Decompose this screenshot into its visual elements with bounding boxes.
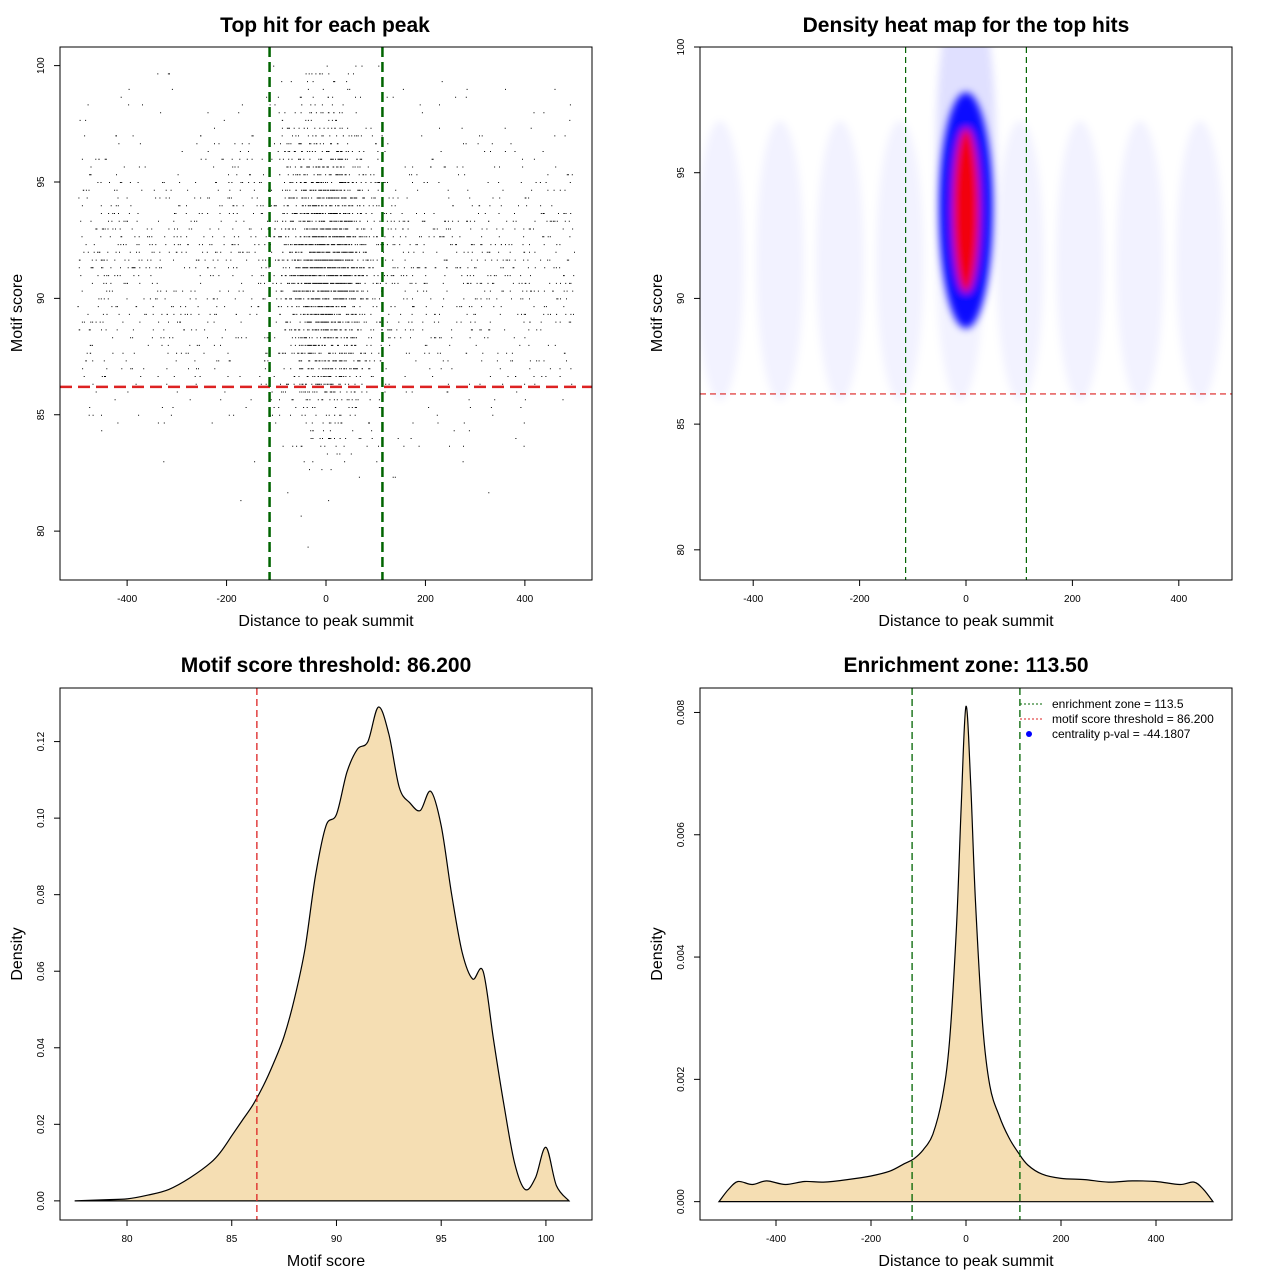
scatter-y-label: Motif score (9, 274, 26, 352)
distance-density-y-label: Density (649, 927, 666, 980)
distance-density-y-tick-label: 0.004 (676, 944, 687, 969)
heatmap-background-density (816, 120, 864, 401)
legend: enrichment zone = 113.5 motif score thre… (1020, 697, 1214, 741)
scatter-x-tick-label: -200 (217, 594, 237, 605)
distance-density-y-tick-label: 0.002 (676, 1066, 687, 1091)
heatmap-density-field (700, 47, 1224, 401)
score-density-panel: Motif score threshold: 86.200 80 85 90 95 10… (9, 654, 593, 1270)
scatter-reference-lines (60, 47, 592, 580)
heatmap-background-density (1056, 120, 1104, 401)
score-density-plot-frame (59, 687, 593, 1221)
heatmap-core-red (953, 128, 979, 293)
heatmap-x-tick-label: 0 (963, 594, 969, 605)
scatter-y-tick-label: 100 (36, 57, 47, 74)
heatmap-y-tick-label: 90 (676, 292, 687, 304)
heatmap-background-density (876, 120, 924, 401)
heatmap-background-density (756, 120, 804, 401)
distance-density-area (719, 706, 1213, 1202)
distance-density-x-tick-label: 200 (1053, 1234, 1070, 1245)
legend-swatch-centrality (1026, 731, 1032, 737)
distance-density-y-tick-label: 0.008 (676, 700, 687, 725)
score-density-title: Motif score threshold: 86.200 (181, 654, 472, 677)
scatter-x-tick-label: -400 (117, 594, 137, 605)
heatmap-x-label: Distance to peak summit (878, 613, 1054, 630)
distance-density-y-tick-label: 0.006 (676, 822, 687, 847)
score-density-x-tick-label: 90 (331, 1234, 343, 1245)
score-density-curve (74, 706, 571, 1202)
heatmap-x-tick-label: 400 (1170, 594, 1187, 605)
heatmap-y-tick-label: 100 (676, 38, 687, 55)
scatter-x-tick-label: 0 (323, 594, 329, 605)
scatter-y-axis: 80 85 90 95 100 (36, 57, 60, 537)
heatmap-x-axis: -400 -200 0 200 400 (743, 580, 1188, 605)
distance-density-x-label: Distance to peak summit (878, 1253, 1054, 1270)
scatter-title: Top hit for each peak (220, 14, 430, 37)
scatter-x-tick-label: 200 (417, 594, 434, 605)
score-density-y-tick-label: 0.00 (36, 1191, 47, 1211)
distance-density-y-tick-label: 0.000 (676, 1189, 687, 1214)
heatmap-x-tick-label: 200 (1064, 594, 1081, 605)
score-density-y-label: Density (9, 927, 26, 980)
heatmap-title: Density heat map for the top hits (803, 14, 1130, 37)
legend-label-enrichment-zone: enrichment zone = 113.5 (1052, 697, 1184, 711)
score-density-x-tick-label: 100 (538, 1234, 555, 1245)
score-density-x-tick-label: 85 (226, 1234, 238, 1245)
distance-density-x-axis: -400 -200 0 200 400 (766, 1220, 1165, 1245)
heatmap-y-tick-label: 85 (676, 418, 687, 430)
heatmap-panel: Density heat map for the top hits -400 -2… (649, 14, 1233, 630)
score-density-y-tick-label: 0.06 (36, 961, 47, 981)
heatmap-x-tick-label: -400 (743, 594, 763, 605)
score-density-y-axis: 0.00 0.02 0.04 0.06 0.08 0.10 0.12 (36, 731, 60, 1211)
score-density-y-tick-label: 0.12 (36, 731, 47, 751)
heatmap-background-density (996, 120, 1044, 401)
heatmap-x-tick-label: -200 (850, 594, 870, 605)
heatmap-reference-lines (700, 47, 1232, 580)
distance-density-title: Enrichment zone: 113.50 (843, 654, 1088, 677)
distance-density-y-axis: 0.000 0.002 0.004 0.006 0.008 (676, 700, 700, 1214)
score-density-x-tick-label: 80 (121, 1234, 133, 1245)
distance-density-curve (717, 705, 1215, 1203)
scatter-y-tick-label: 90 (36, 292, 47, 304)
distance-density-x-tick-label: 0 (963, 1234, 969, 1245)
scatter-y-tick-label: 80 (36, 525, 47, 537)
score-density-x-label: Motif score (287, 1253, 365, 1270)
legend-label-centrality: centrality p-val = -44.1807 (1052, 727, 1191, 741)
distance-density-x-tick-label: -200 (861, 1234, 881, 1245)
scatter-plot-frame (59, 46, 593, 581)
scatter-y-tick-label: 85 (36, 409, 47, 421)
score-density-y-tick-label: 0.04 (36, 1038, 47, 1058)
heatmap-y-axis: 80 85 90 95 100 (676, 38, 700, 555)
score-density-y-tick-label: 0.08 (36, 885, 47, 905)
distance-density-x-tick-label: 400 (1148, 1234, 1165, 1245)
scatter-x-axis: -400 -200 0 200 400 (117, 580, 534, 605)
heatmap-background-density (700, 120, 744, 401)
scatter-y-tick-label: 95 (36, 176, 47, 188)
score-density-y-tick-label: 0.02 (36, 1114, 47, 1134)
score-density-x-tick-label: 95 (436, 1234, 448, 1245)
heatmap-y-tick-label: 95 (676, 167, 687, 179)
score-density-y-tick-label: 0.10 (36, 808, 47, 828)
legend-label-motif-threshold: motif score threshold = 86.200 (1052, 712, 1214, 726)
scatter-points (77, 65, 575, 548)
scatter-point-cloud (77, 65, 575, 548)
distance-density-x-tick-label: -400 (766, 1234, 786, 1245)
heatmap-background-density (1116, 120, 1164, 401)
distance-zone-lines (911, 688, 1021, 1220)
scatter-panel: Top hit for each peak -400 -200 0 200 400 80… (9, 14, 593, 630)
score-density-x-axis: 80 85 90 95 100 (121, 1220, 555, 1245)
heatmap-background-density (1176, 120, 1224, 401)
distance-density-panel: Enrichment zone: 113.50 -400 -200 0 200 400 … (649, 654, 1233, 1270)
heatmap-y-tick-label: 80 (676, 544, 687, 556)
scatter-x-label: Distance to peak summit (238, 613, 414, 630)
scatter-x-tick-label: 400 (517, 594, 534, 605)
heatmap-y-label: Motif score (649, 274, 666, 352)
score-density-area (74, 707, 570, 1201)
